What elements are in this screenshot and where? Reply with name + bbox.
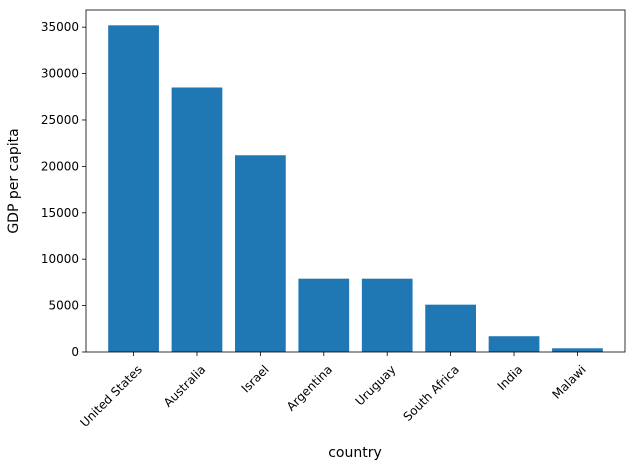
y-tick-label: 5000 — [48, 299, 79, 313]
bar — [235, 155, 286, 352]
bar — [108, 25, 159, 352]
y-tick-label: 15000 — [41, 206, 79, 220]
x-tick-label: Argentina — [284, 362, 335, 413]
x-tick-label: Israel — [239, 362, 272, 395]
y-tick-label: 20000 — [41, 159, 79, 173]
y-tick-label: 0 — [71, 345, 79, 359]
bar — [361, 278, 413, 352]
bar — [298, 278, 350, 352]
bar — [425, 304, 476, 352]
x-axis-label: country — [328, 445, 382, 461]
bar — [171, 87, 223, 353]
y-tick-label: 35000 — [41, 20, 79, 34]
x-tick-label: United States — [78, 362, 145, 429]
plot-frame — [85, 9, 626, 353]
y-tick-label: 25000 — [41, 113, 79, 127]
x-tick-label: Malawi — [550, 362, 589, 401]
x-tick-label: India — [495, 362, 526, 393]
y-tick-label: 10000 — [41, 252, 79, 266]
y-tick-label: 30000 — [41, 67, 79, 81]
x-tick-label: Australia — [161, 362, 208, 409]
bar — [552, 348, 603, 352]
x-tick-label: Uruguay — [353, 362, 399, 408]
bar — [488, 336, 540, 352]
x-tick-label: South Africa — [400, 362, 461, 423]
y-axis-label: GDP per capita — [6, 128, 22, 233]
